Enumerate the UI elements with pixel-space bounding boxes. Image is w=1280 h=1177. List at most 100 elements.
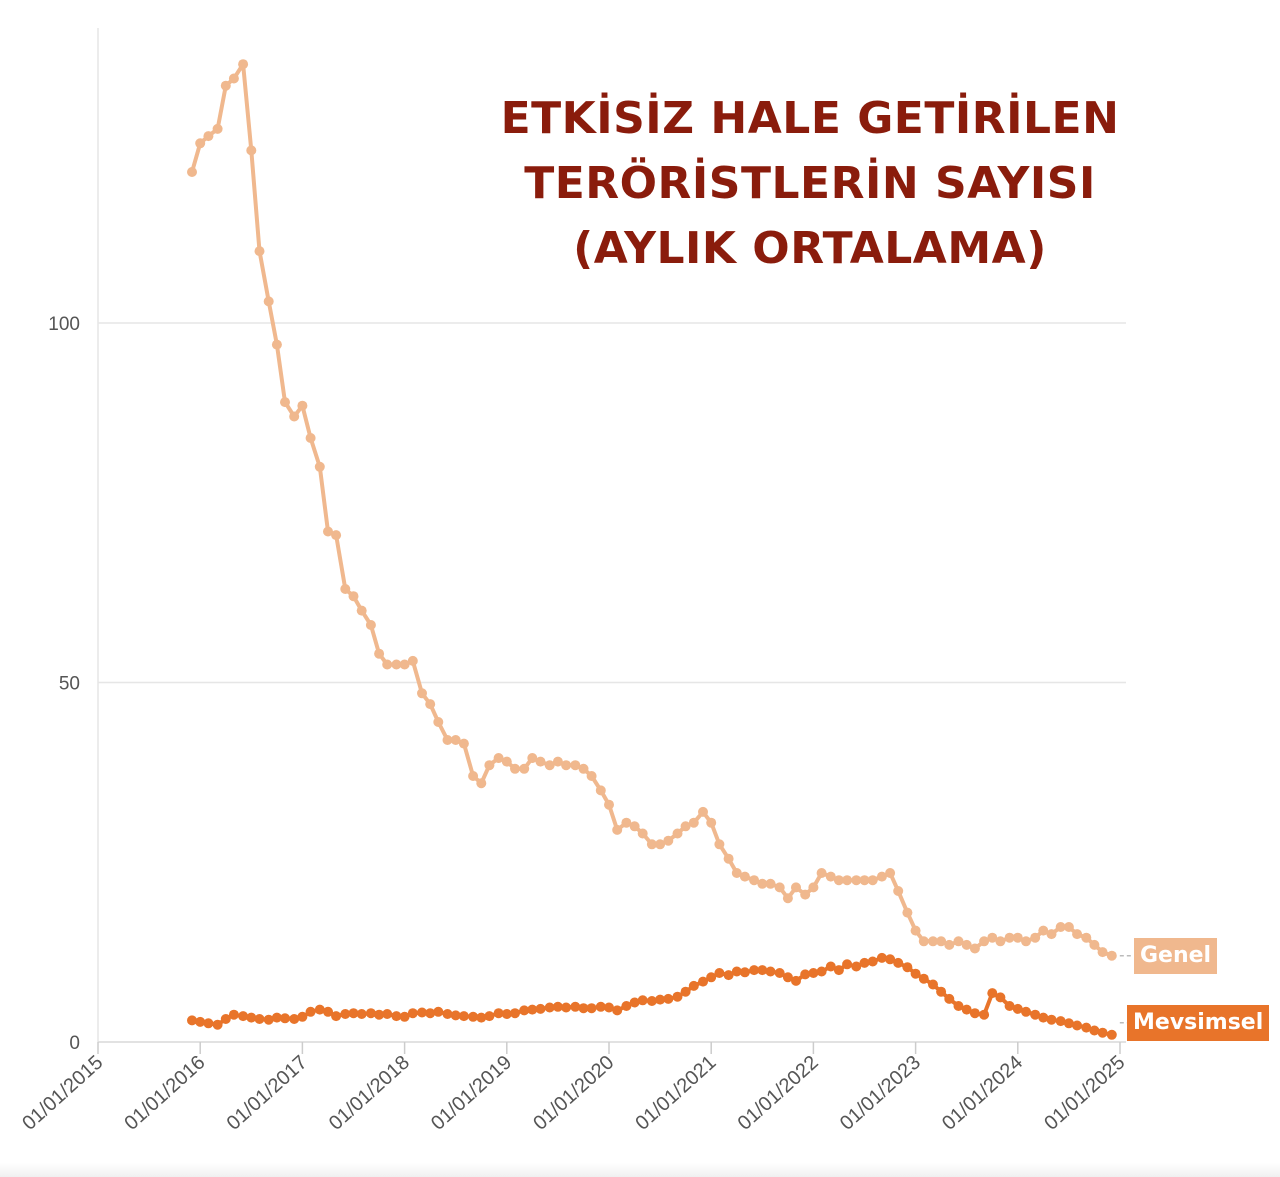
x-tick-label: 01/01/2015: [18, 1051, 107, 1134]
data-point: [433, 1006, 444, 1017]
data-point: [859, 875, 870, 886]
data-point: [1038, 1012, 1049, 1023]
data-point: [672, 828, 683, 839]
data-point: [331, 530, 342, 541]
data-point: [604, 799, 614, 810]
data-point: [902, 962, 913, 973]
data-point: [1012, 932, 1023, 943]
x-tick-label: 01/01/2023: [836, 1051, 925, 1134]
chart-title-line-3: (AYLIK ORTALAMA): [573, 223, 1047, 274]
data-point: [280, 397, 290, 408]
data-point: [391, 659, 402, 670]
data-point: [749, 965, 760, 976]
data-point: [1106, 1029, 1117, 1040]
data-point: [808, 882, 819, 893]
data-point: [885, 954, 896, 965]
data-point: [382, 659, 393, 670]
data-point: [842, 959, 853, 970]
data-point: [220, 80, 231, 91]
data-point: [723, 853, 734, 864]
data-point: [425, 1008, 436, 1019]
data-point: [450, 1010, 461, 1021]
chart-title-line-1: ETKİSİZ HALE GETİRİLEN: [500, 93, 1120, 144]
data-point: [527, 1004, 538, 1015]
data-point: [297, 400, 308, 411]
data-point: [493, 753, 504, 763]
data-point: [876, 871, 887, 882]
data-point: [417, 688, 427, 699]
data-point: [263, 296, 274, 307]
data-point: [510, 763, 520, 774]
data-point: [987, 988, 998, 999]
data-point: [1081, 932, 1092, 943]
data-point: [1089, 1025, 1100, 1036]
data-point: [578, 763, 589, 774]
data-point: [407, 655, 418, 666]
data-point: [680, 821, 691, 832]
data-point: [331, 1011, 342, 1022]
data-point: [825, 871, 836, 882]
data-point: [739, 871, 750, 882]
data-point: [782, 893, 793, 904]
data-point: [851, 875, 862, 886]
y-tick-label: 50: [59, 674, 80, 695]
data-point: [314, 461, 325, 472]
data-point: [1021, 1006, 1031, 1017]
data-point: [655, 994, 666, 1005]
data-point: [1063, 922, 1074, 932]
data-point: [212, 1019, 223, 1030]
data-point: [1046, 929, 1057, 940]
data-point: [859, 957, 870, 968]
data-point: [254, 246, 265, 257]
data-point: [867, 956, 878, 967]
data-point: [928, 936, 938, 947]
data-point: [1072, 929, 1083, 940]
data-point: [902, 907, 913, 918]
data-point: [407, 1008, 418, 1019]
data-point: [399, 1011, 410, 1022]
data-point: [187, 1015, 197, 1026]
x-tick-label: 01/01/2019: [427, 1051, 516, 1134]
data-point: [578, 1003, 589, 1014]
data-point: [833, 965, 844, 976]
data-point: [851, 961, 862, 972]
data-point: [552, 1001, 563, 1012]
data-point: [953, 936, 964, 947]
data-point: [782, 972, 793, 983]
data-point: [655, 839, 666, 850]
data-point: [1081, 1022, 1092, 1033]
data-point: [910, 925, 921, 936]
y-tick-label: 0: [69, 1033, 80, 1054]
data-point: [1004, 932, 1015, 943]
chart-title: ETKİSİZ HALE GETİRİLEN TERÖRİSTLERİN SAY…: [470, 86, 1150, 281]
data-point: [442, 1009, 453, 1019]
data-point: [203, 1018, 214, 1029]
data-point: [238, 59, 249, 70]
data-point: [544, 760, 555, 771]
data-point: [510, 1008, 520, 1019]
data-point: [688, 980, 699, 991]
data-point: [1055, 1016, 1066, 1027]
data-point: [979, 936, 990, 947]
data-point: [706, 972, 717, 983]
data-point: [399, 659, 410, 670]
data-point: [808, 968, 819, 978]
x-tick-label: 01/01/2018: [325, 1051, 414, 1134]
data-point: [1021, 936, 1031, 947]
data-point: [493, 1008, 504, 1019]
data-point: [731, 868, 742, 878]
data-point: [749, 875, 760, 886]
data-point: [561, 1002, 572, 1013]
data-point: [714, 839, 725, 850]
data-point: [203, 131, 214, 142]
x-tick-label: 01/01/2025: [1040, 1051, 1129, 1134]
data-point: [944, 993, 955, 1004]
data-point: [586, 771, 597, 781]
data-point: [995, 992, 1006, 1003]
data-point: [305, 433, 316, 443]
data-point: [289, 1014, 300, 1024]
data-point: [987, 932, 998, 943]
data-point: [595, 785, 606, 796]
data-point: [629, 821, 640, 832]
data-point: [739, 967, 750, 978]
